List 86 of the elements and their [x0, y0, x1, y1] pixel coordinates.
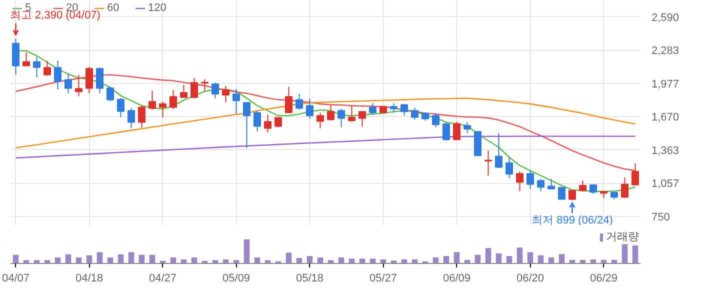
bar	[454, 252, 460, 264]
candlestick	[148, 90, 156, 110]
candlestick	[158, 101, 167, 118]
candlestick	[526, 170, 534, 190]
candlestick	[631, 162, 640, 186]
candlestick	[337, 108, 346, 128]
candlestick	[326, 105, 335, 122]
bar	[527, 252, 534, 264]
candlestick	[494, 132, 503, 168]
bar	[622, 244, 628, 264]
line-series	[15, 136, 636, 159]
candlestick	[22, 52, 30, 66]
candlestick	[295, 94, 304, 110]
candlestick	[127, 107, 136, 129]
y-tick-label: 750	[652, 211, 670, 224]
y-tick-label: 2,590	[652, 12, 680, 24]
candlestick	[54, 60, 62, 90]
candlestick	[578, 180, 587, 192]
candlestick	[284, 86, 293, 114]
candlestick	[169, 90, 178, 110]
bar	[485, 248, 492, 264]
legend-label: 60	[107, 2, 120, 14]
candlestick	[106, 86, 114, 102]
legend-label: 120	[148, 2, 168, 14]
candlestick	[180, 84, 188, 98]
bar	[244, 239, 250, 264]
x-tick-label: 05/18	[296, 272, 324, 284]
candlestick	[242, 102, 251, 149]
candlestick	[211, 82, 220, 99]
y-tick-label: 1,977	[652, 78, 680, 90]
x-tick-label: 04/27	[148, 272, 177, 284]
candlestick	[138, 104, 146, 128]
candlestick	[505, 156, 514, 179]
candlestick	[516, 171, 524, 192]
y-tick-label: 1,670	[652, 112, 680, 124]
candlestick	[32, 56, 41, 78]
candlestick	[484, 150, 492, 176]
candlestick	[74, 74, 83, 97]
x-tick-label: 04/18	[75, 272, 104, 284]
candlestick	[452, 121, 461, 140]
candlestick	[116, 97, 125, 118]
candlestick	[316, 112, 324, 129]
candlestick	[536, 178, 545, 192]
candlestick	[96, 66, 104, 94]
bar	[96, 252, 103, 264]
y-tick-label: 1,363	[652, 144, 680, 157]
candlestick	[390, 102, 398, 114]
candlestick	[442, 122, 450, 142]
candlestick	[368, 102, 377, 116]
candlestick	[306, 98, 314, 120]
x-tick-label: 06/20	[516, 272, 544, 284]
candlestick	[463, 122, 472, 134]
candlestick	[200, 78, 209, 92]
candlestick	[64, 72, 72, 94]
bar	[286, 252, 292, 264]
candlestick	[190, 77, 198, 99]
line-series	[15, 98, 636, 149]
legend-label: 거래량	[606, 230, 639, 244]
candlestick	[85, 66, 94, 94]
x-tick-label: 04/07	[2, 272, 30, 284]
candlestick	[474, 131, 482, 156]
bar	[558, 254, 565, 264]
candlestick	[274, 117, 282, 128]
x-tick-label: 06/29	[590, 272, 618, 284]
x-tick-label: 05/09	[222, 272, 250, 284]
y-tick-label: 2,283	[652, 45, 680, 58]
candlestick	[264, 114, 272, 133]
candlestick	[348, 105, 356, 122]
candlestick	[558, 187, 566, 200]
candlestick	[12, 38, 20, 76]
bar	[632, 245, 638, 264]
candlestick	[620, 177, 629, 198]
x-tick-label: 06/09	[442, 272, 471, 284]
bar	[516, 248, 523, 264]
y-tick-label: 1,057	[652, 178, 680, 190]
candlestick	[43, 60, 52, 76]
candlestick	[547, 178, 556, 190]
candlestick	[589, 184, 598, 194]
candlestick	[253, 110, 262, 132]
candlestick	[358, 111, 366, 128]
candlestick	[232, 88, 240, 115]
candlestick	[432, 112, 440, 128]
bar	[128, 252, 134, 264]
x-tick-label: 05/27	[369, 272, 398, 284]
candlestick	[222, 86, 230, 103]
candlestick	[410, 107, 419, 120]
